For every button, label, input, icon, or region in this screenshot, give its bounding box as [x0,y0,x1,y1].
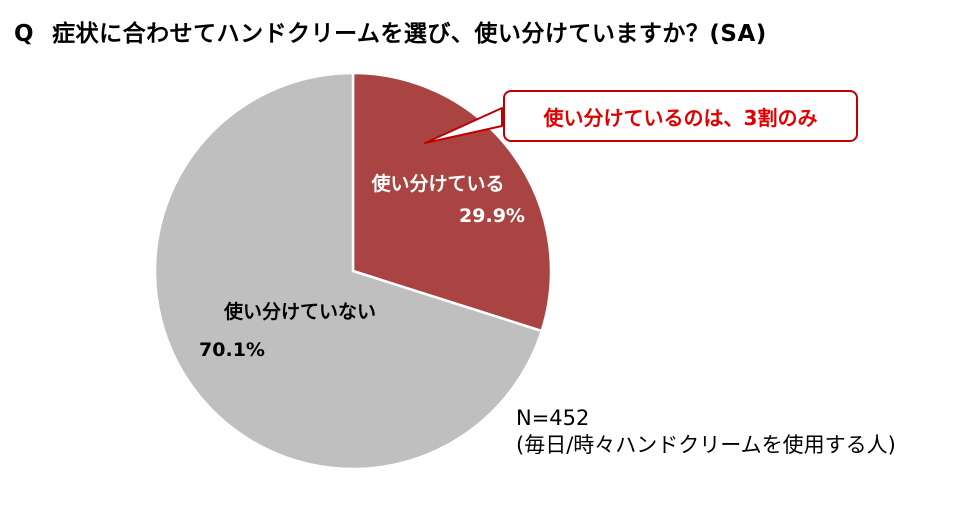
chart-title: Q 症状に合わせてハンドクリームを選び、使い分けていますか？(SA) [14,14,767,48]
pie-slice-1 [351,71,553,333]
callout-box [503,90,858,142]
callout-pointer [424,107,503,144]
sample-description: (毎日/時々ハンドクリームを使用する人) [516,433,896,457]
question-text: 症状に合わせてハンドクリームを選び、使い分けていますか？(SA) [52,21,767,47]
sample-note: N=452 (毎日/時々ハンドクリームを使用する人) [516,405,896,459]
slice-value-2: 70.1% [199,339,265,361]
question-marker: Q [14,21,35,47]
callout-text: 使い分けているのは、3割のみ [543,105,818,130]
slice-label-2: 使い分けていない [223,301,376,323]
pie-slice-2 [153,71,544,471]
slice-label-1: 使い分けている [370,173,504,195]
sample-size: N=452 [516,406,590,430]
slice-value-1: 29.9% [459,205,525,227]
